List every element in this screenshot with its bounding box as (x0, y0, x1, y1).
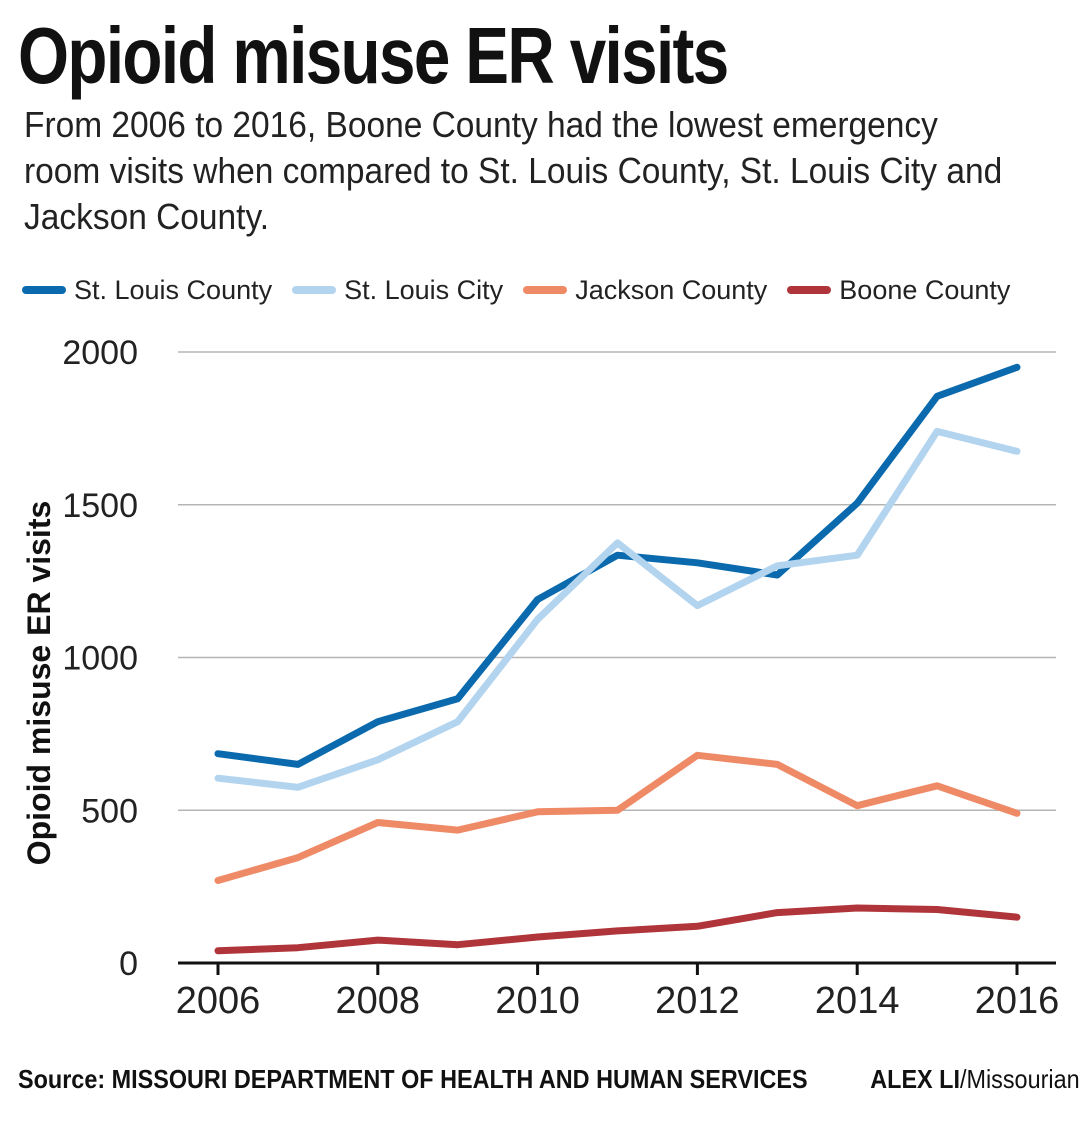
y-tick-label-1000: 1000 (62, 640, 138, 678)
y-axis-ticks: 0 500 1000 1500 2000 (62, 334, 138, 983)
x-tick-label-2014: 2014 (815, 980, 900, 1022)
x-tick-label-2012: 2012 (655, 980, 740, 1022)
legend-swatch-jackson-county (523, 286, 568, 294)
credit: ALEX LI/Missourian (871, 1062, 1080, 1096)
series-line-boone-county (214, 904, 1021, 955)
x-tick-label-2008: 2008 (336, 980, 421, 1022)
legend-label-boone-county: Boone County (839, 274, 1011, 305)
legend-swatch-st-louis-city (292, 286, 337, 294)
y-tick-label-0: 0 (119, 945, 138, 983)
legend-item-boone-county: Boone County (787, 275, 1010, 306)
x-tick-label-2010: 2010 (495, 980, 580, 1022)
series-lines (214, 363, 1021, 955)
grid (178, 351, 1056, 811)
credit-outlet: /Missourian (960, 1064, 1080, 1094)
source-note: Source: MISSOURI DEPARTMENT OF HEALTH AN… (18, 1064, 808, 1094)
y-tick-label-2000: 2000 (62, 334, 138, 372)
x-axis-ticks: 2006 2008 2010 2012 2014 2016 (176, 963, 1060, 1022)
legend-label-jackson-county: Jackson County (575, 274, 768, 305)
legend-label-st-louis-city: St. Louis City (344, 274, 504, 305)
chart-title: Opioid misuse ER visits (18, 11, 729, 100)
x-tick-label-2016: 2016 (975, 980, 1060, 1022)
chart-subtitle: From 2006 to 2016, Boone County had the … (24, 104, 1003, 237)
legend: St. Louis County St. Louis City Jackson … (22, 272, 1010, 308)
series-line-jackson-county (214, 751, 1021, 884)
legend-label-st-louis-county: St. Louis County (74, 274, 273, 305)
legend-swatch-st-louis-county (22, 286, 66, 294)
y-tick-label-500: 500 (81, 792, 138, 830)
credit-name: ALEX LI (870, 1064, 961, 1094)
y-axis-label: Opioid misuse ER visits (21, 501, 57, 866)
legend-item-jackson-county: Jackson County (523, 275, 767, 306)
legend-swatch-boone-county (787, 286, 832, 294)
x-tick-label-2006: 2006 (176, 980, 261, 1022)
series-line-st-louis-city (214, 427, 1021, 791)
y-tick-label-1500: 1500 (62, 487, 138, 525)
series-line-st-louis-county (214, 363, 1021, 768)
legend-item-st-louis-county: St. Louis County (22, 275, 272, 306)
legend-item-st-louis-city: St. Louis City (292, 275, 503, 306)
